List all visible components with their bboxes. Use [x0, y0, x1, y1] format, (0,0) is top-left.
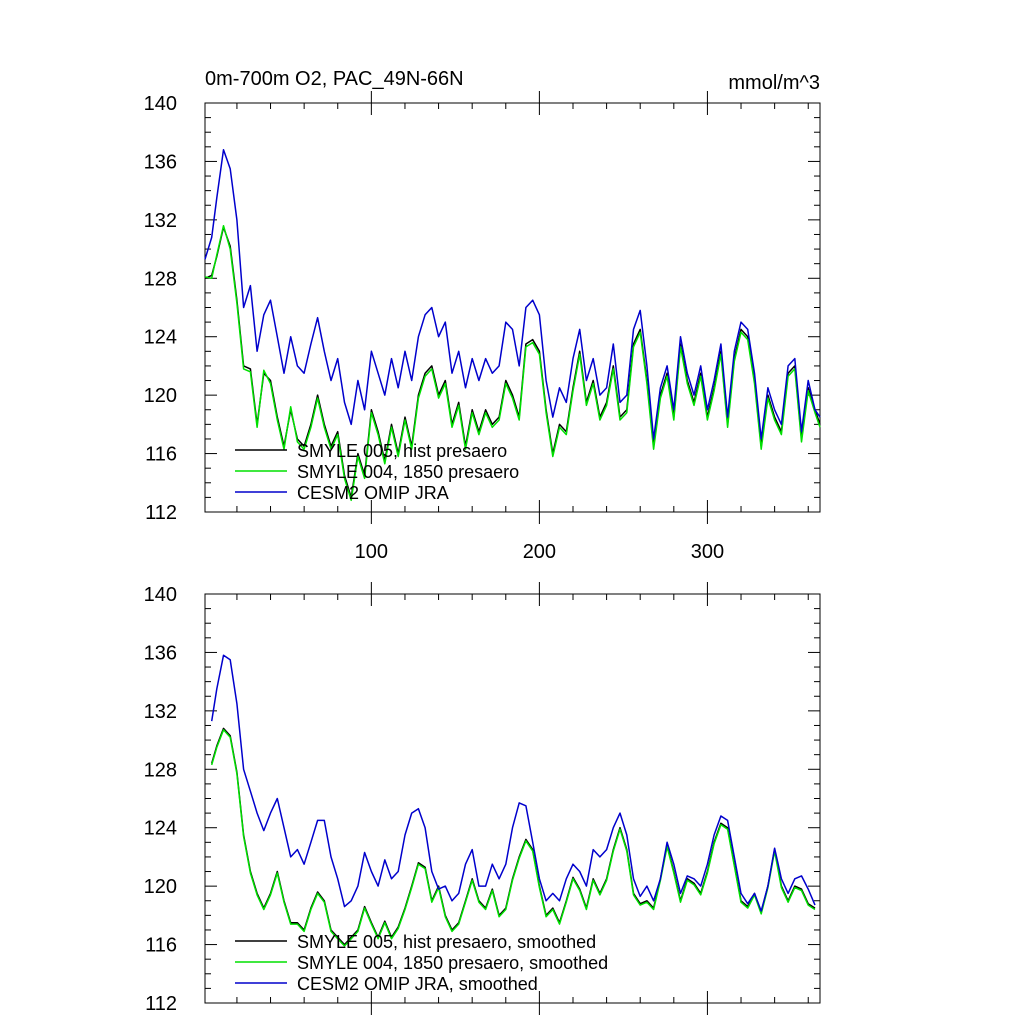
y-tick-label: 140 [144, 93, 177, 115]
y-tick-label: 116 [145, 935, 177, 957]
y-tick-label: 124 [144, 818, 177, 840]
x-tick-label: 200 [523, 541, 556, 563]
series-line-1 [210, 729, 816, 947]
legend-label: CESM2 OMIP JRA [297, 483, 449, 503]
y-tick-label: 116 [145, 444, 177, 466]
legend-label: SMYLE 005, hist presaero [297, 441, 507, 461]
y-tick-label: 120 [144, 876, 177, 898]
y-tick-label: 132 [144, 701, 177, 723]
y-tick-label: 120 [144, 385, 177, 407]
series-line-0 [210, 727, 816, 946]
y-tick-label: 112 [145, 993, 177, 1015]
y-tick-label: 128 [144, 759, 177, 781]
series-line-1 [204, 224, 821, 502]
legend-label: CESM2 OMIP JRA, smoothed [297, 974, 538, 994]
panel-smoothed: 112 116 120 124 128 132 136 140 SMYLE 005, hist … [144, 582, 821, 1015]
y-tick-label: 140 [144, 584, 177, 606]
series-line-2 [210, 654, 816, 912]
series-line-2 [204, 148, 821, 440]
x-tick-label: 100 [355, 541, 388, 563]
panel-raw: 112 116 120 124 128 132 136 140 100 200 300 0m-700m… [144, 68, 821, 563]
chart-title: 0m-700m O2, PAC_49N-66N [205, 68, 464, 90]
y-tick-label: 132 [144, 210, 177, 232]
y-tick-label: 128 [144, 268, 177, 290]
y-tick-label: 124 [144, 327, 177, 349]
units-label: mmol/m^3 [728, 72, 820, 94]
y-tick-label: 136 [144, 642, 177, 664]
y-tick-label: 112 [145, 502, 177, 524]
legend-label: SMYLE 004, 1850 presaero, smoothed [297, 953, 608, 973]
x-tick-label: 300 [691, 541, 724, 563]
y-tick-label: 136 [144, 151, 177, 173]
legend-label: SMYLE 005, hist presaero, smoothed [297, 932, 596, 952]
legend-label: SMYLE 004, 1850 presaero [297, 462, 519, 482]
